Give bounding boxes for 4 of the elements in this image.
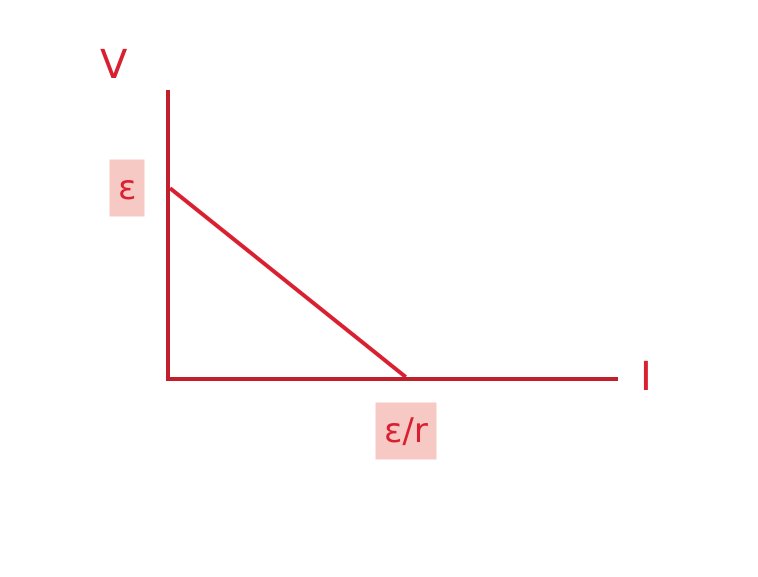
y-axis-title: V bbox=[100, 42, 128, 88]
x-axis-title: I bbox=[640, 354, 652, 400]
text: ε/r bbox=[384, 411, 428, 451]
text: ε bbox=[118, 168, 136, 208]
